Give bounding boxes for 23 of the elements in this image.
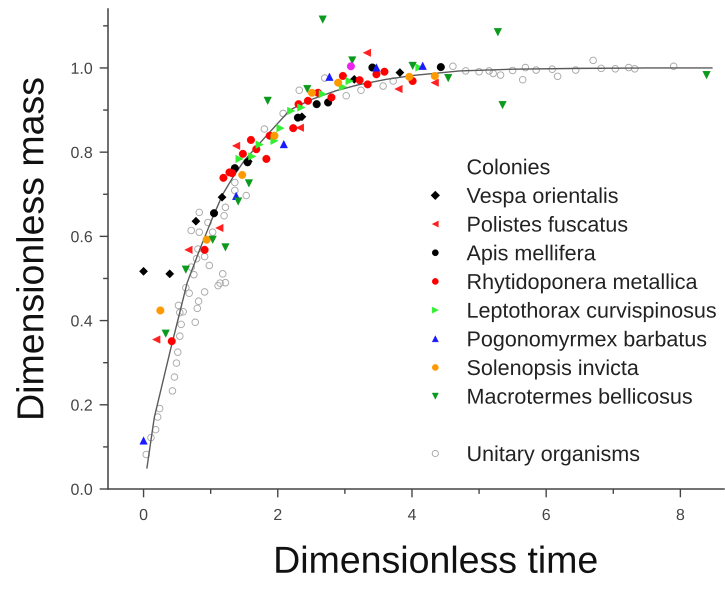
x-axis-title: Dimensionless time xyxy=(276,546,597,574)
y-tick-label: 0.0 xyxy=(71,484,92,495)
x-tick-label: 2 xyxy=(274,508,282,520)
x-tick-label: 4 xyxy=(408,509,416,520)
legend-label: Vespa orientalis xyxy=(466,187,618,208)
legend-label: Unitary organisms xyxy=(468,445,640,466)
y-axis-title: Dimensionless mass xyxy=(16,78,44,418)
x-tick-label: 6 xyxy=(542,508,550,520)
y-tick-label: 0.8 xyxy=(71,146,92,158)
x-tick-label: 0 xyxy=(140,508,148,520)
legend-label: Apis mellifera xyxy=(466,244,596,265)
legend-label: Rhytidoponera metallica xyxy=(468,273,698,294)
y-tick-label: 0.4 xyxy=(71,315,92,327)
y-tick-label: 0.2 xyxy=(71,399,92,411)
legend-label: Leptothorax curvispinosus xyxy=(468,302,716,322)
y-tick-label: 1.0 xyxy=(72,62,92,74)
y-tick-label: 0.6 xyxy=(71,231,92,242)
legend-title: Colonies xyxy=(468,158,550,174)
legend-label: Polistes fuscatus xyxy=(468,216,628,232)
x-tick-label: 8 xyxy=(676,508,684,520)
legend-label: Solenopsis invicta xyxy=(468,359,639,380)
legend-label: Pogonomyrmex barbatus xyxy=(468,330,706,351)
legend-label: Macrotermes bellicosus xyxy=(468,388,692,404)
